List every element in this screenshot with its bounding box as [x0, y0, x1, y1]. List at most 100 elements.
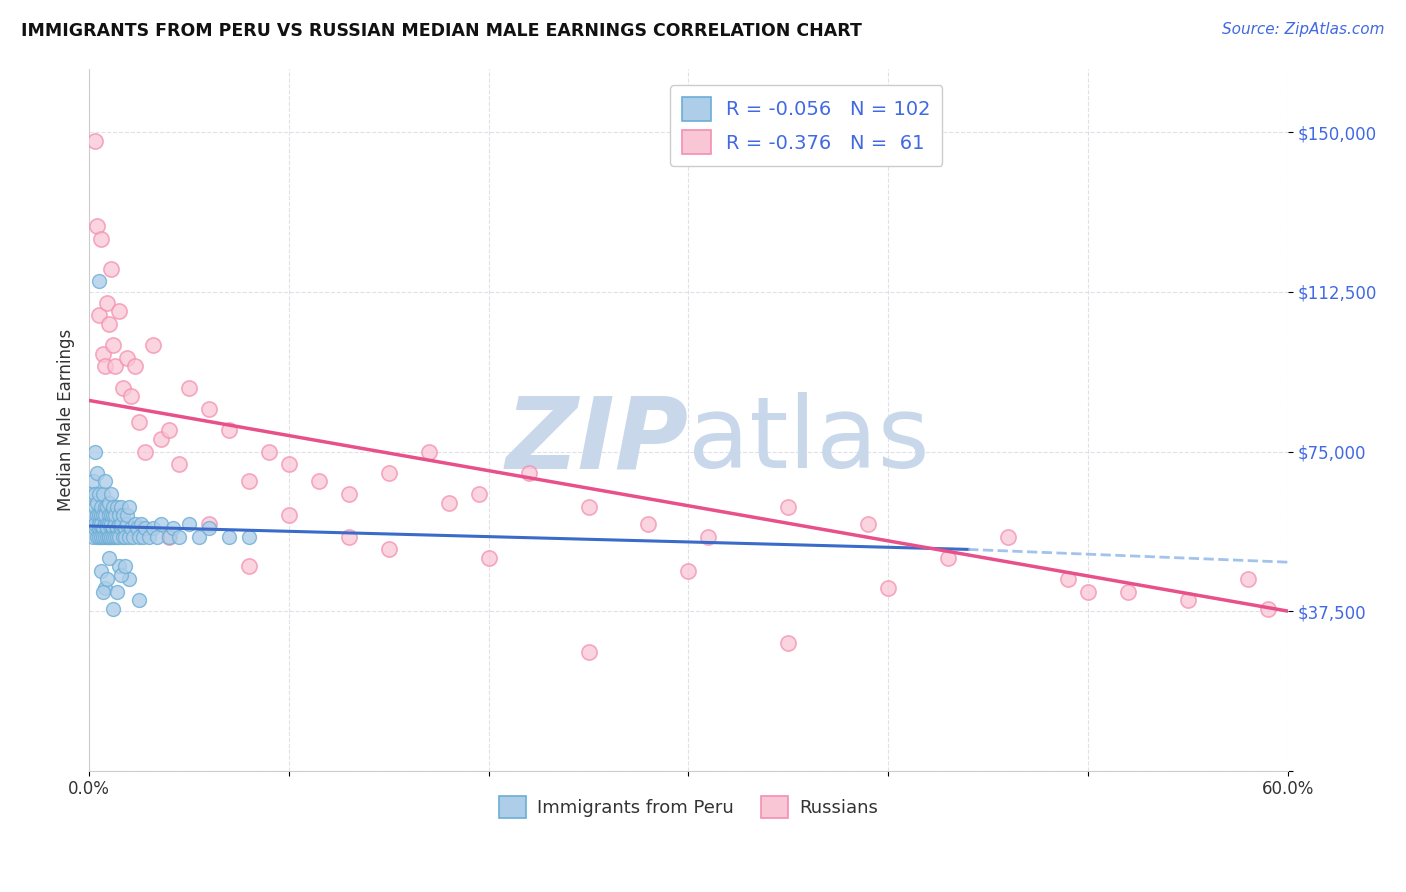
Point	[98, 508, 121, 523]
Point	[80, 487, 103, 501]
Point	[157, 530, 180, 544]
Point	[87, 274, 110, 288]
Point	[120, 521, 142, 535]
Point	[110, 500, 132, 514]
Point	[128, 415, 150, 429]
Point	[142, 338, 165, 352]
Point	[100, 487, 122, 501]
Point	[114, 530, 136, 544]
Point	[378, 466, 401, 480]
Point	[167, 530, 190, 544]
Point	[1237, 572, 1260, 586]
Point	[138, 530, 160, 544]
Point	[101, 602, 124, 616]
Point	[1077, 585, 1099, 599]
Point	[378, 542, 401, 557]
Point	[134, 521, 156, 535]
Point	[87, 487, 110, 501]
Point	[100, 530, 122, 544]
Point	[108, 530, 131, 544]
Point	[778, 636, 800, 650]
Point	[146, 530, 169, 544]
Point	[637, 516, 659, 531]
Point	[110, 568, 132, 582]
Point	[98, 530, 121, 544]
Point	[104, 516, 127, 531]
Point	[129, 516, 152, 531]
Point	[87, 508, 110, 523]
Point	[115, 516, 138, 531]
Point	[257, 444, 280, 458]
Point	[87, 530, 110, 544]
Point	[86, 466, 108, 480]
Point	[94, 530, 117, 544]
Point	[100, 261, 122, 276]
Point	[517, 466, 540, 480]
Point	[177, 516, 200, 531]
Point	[128, 521, 150, 535]
Point	[86, 495, 108, 509]
Point	[91, 585, 114, 599]
Point	[90, 500, 112, 514]
Point	[142, 521, 165, 535]
Point	[110, 521, 132, 535]
Point	[96, 295, 118, 310]
Point	[91, 346, 114, 360]
Point	[94, 475, 117, 489]
Point	[858, 516, 880, 531]
Point	[108, 304, 131, 318]
Point	[678, 564, 700, 578]
Point	[86, 530, 108, 544]
Point	[112, 508, 135, 523]
Point	[90, 564, 112, 578]
Point	[96, 516, 118, 531]
Point	[150, 432, 173, 446]
Point	[308, 475, 330, 489]
Point	[84, 500, 107, 514]
Point	[94, 359, 117, 374]
Point	[118, 500, 141, 514]
Point	[87, 309, 110, 323]
Point	[96, 500, 118, 514]
Point	[96, 521, 118, 535]
Point	[997, 530, 1019, 544]
Point	[132, 530, 155, 544]
Point	[218, 530, 240, 544]
Point	[188, 530, 211, 544]
Point	[177, 381, 200, 395]
Point	[84, 516, 107, 531]
Point	[877, 581, 900, 595]
Point	[108, 559, 131, 574]
Point	[120, 389, 142, 403]
Point	[124, 359, 146, 374]
Point	[198, 521, 221, 535]
Point	[128, 593, 150, 607]
Point	[101, 530, 124, 544]
Point	[467, 487, 489, 501]
Point	[98, 550, 121, 565]
Point	[90, 516, 112, 531]
Point	[437, 495, 460, 509]
Point	[1116, 585, 1139, 599]
Point	[104, 359, 127, 374]
Text: Source: ZipAtlas.com: Source: ZipAtlas.com	[1222, 22, 1385, 37]
Point	[94, 581, 117, 595]
Point	[91, 521, 114, 535]
Point	[578, 500, 600, 514]
Point	[101, 508, 124, 523]
Point	[104, 508, 127, 523]
Point	[112, 381, 135, 395]
Point	[98, 495, 121, 509]
Point	[124, 516, 146, 531]
Point	[1177, 593, 1199, 607]
Point	[115, 351, 138, 365]
Point	[122, 530, 145, 544]
Point	[118, 572, 141, 586]
Point	[82, 475, 104, 489]
Point	[90, 232, 112, 246]
Text: IMMIGRANTS FROM PERU VS RUSSIAN MEDIAN MALE EARNINGS CORRELATION CHART: IMMIGRANTS FROM PERU VS RUSSIAN MEDIAN M…	[21, 22, 862, 40]
Point	[80, 516, 103, 531]
Point	[90, 530, 112, 544]
Legend: Immigrants from Peru, Russians: Immigrants from Peru, Russians	[492, 789, 884, 825]
Point	[90, 508, 112, 523]
